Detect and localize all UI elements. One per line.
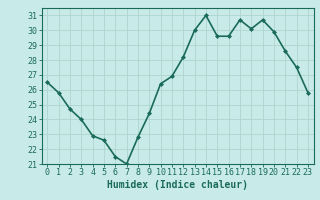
X-axis label: Humidex (Indice chaleur): Humidex (Indice chaleur) bbox=[107, 180, 248, 190]
